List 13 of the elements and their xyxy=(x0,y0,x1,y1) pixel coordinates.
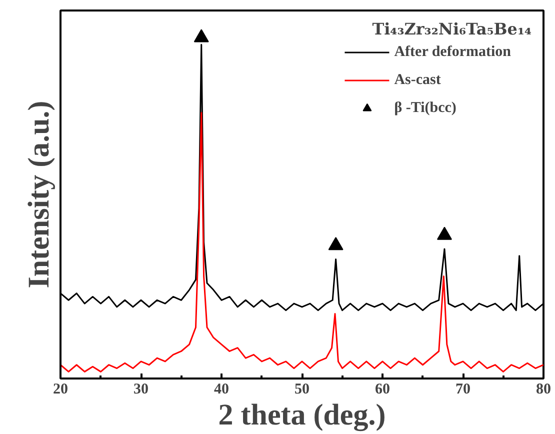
x-tick-label: 50 xyxy=(294,382,310,398)
chart-title: Ti₄₃Zr₃₂Ni₆Ta₅Be₁₄ xyxy=(372,20,532,38)
x-axis-title: 2 theta (deg.) xyxy=(218,398,386,432)
x-tick-label: 40 xyxy=(214,382,229,398)
x-tick-label: 60 xyxy=(375,382,390,398)
y-axis-title: Intensity (a.u.) xyxy=(22,100,56,288)
legend-label: After deformation xyxy=(394,44,511,60)
legend-label: As-cast xyxy=(394,72,441,88)
x-tick-label: 30 xyxy=(134,382,148,398)
x-tick-label: 20 xyxy=(53,382,68,398)
x-tick-label: 80 xyxy=(536,382,551,398)
x-tick-label: 70 xyxy=(456,382,470,398)
legend-label: β -Ti(bcc) xyxy=(394,100,456,116)
